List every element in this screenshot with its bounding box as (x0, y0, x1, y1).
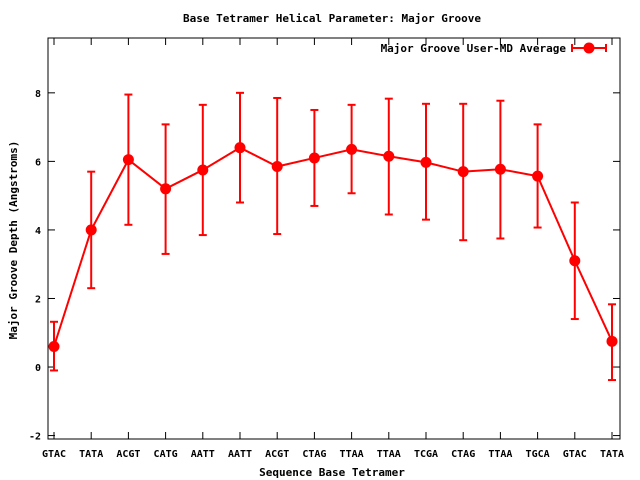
data-point (420, 156, 432, 168)
x-tick-label: AATT (228, 449, 252, 460)
x-tick-label: CTAG (451, 449, 475, 460)
data-point (197, 164, 209, 176)
data-point (532, 170, 544, 182)
x-tick-label: TTAA (377, 449, 401, 460)
data-point (494, 163, 506, 175)
x-tick-label: TGCA (526, 449, 550, 460)
x-tick-label: ACGT (116, 449, 140, 460)
data-point (606, 335, 618, 347)
data-point (457, 166, 469, 178)
x-tick-label: ACGT (265, 449, 289, 460)
data-point (48, 340, 60, 352)
data-point (85, 224, 97, 236)
x-tick-label: CTAG (302, 449, 326, 460)
data-point (271, 161, 283, 173)
chart-title: Base Tetramer Helical Parameter: Major G… (183, 12, 481, 25)
x-axis: GTAC TATA ACGT CATG AATT AATT ACGT CTAG TTAA TTAA… (42, 38, 624, 460)
y-tick-label: 6 (35, 157, 41, 168)
x-tick-label: TTAA (340, 449, 364, 460)
data-point (160, 183, 172, 195)
y-tick-label: 8 (35, 89, 41, 100)
y-axis: -2 0 2 4 6 8 (29, 89, 620, 443)
legend-marker (583, 42, 595, 54)
data-point (234, 142, 246, 154)
x-tick-label: TCGA (414, 449, 438, 460)
legend: Major Groove User-MD Average (381, 42, 607, 55)
x-tick-label: GTAC (42, 449, 66, 460)
data-point (569, 255, 581, 267)
x-tick-label: TTAA (488, 449, 512, 460)
x-axis-label: Sequence Base Tetramer (259, 466, 405, 479)
data-point (308, 152, 320, 164)
y-tick-label: 0 (35, 363, 41, 374)
plot-frame (47, 37, 621, 440)
legend-label: Major Groove User-MD Average (381, 42, 567, 55)
x-tick-label: TATA (79, 449, 103, 460)
y-tick-label: 4 (35, 226, 41, 237)
data-point (383, 150, 395, 162)
plot-area (48, 91, 618, 382)
series-line (53, 146, 613, 347)
data-point (122, 154, 134, 166)
x-tick-label: AATT (191, 449, 215, 460)
x-tick-label: GTAC (563, 449, 587, 460)
data-point (346, 143, 358, 155)
y-axis-label: Major Groove Depth (Angstroms) (7, 141, 20, 340)
y-tick-label: -2 (29, 432, 41, 443)
x-tick-label: CATG (154, 449, 178, 460)
y-tick-label: 2 (35, 294, 41, 305)
x-tick-label: TATA (600, 449, 624, 460)
